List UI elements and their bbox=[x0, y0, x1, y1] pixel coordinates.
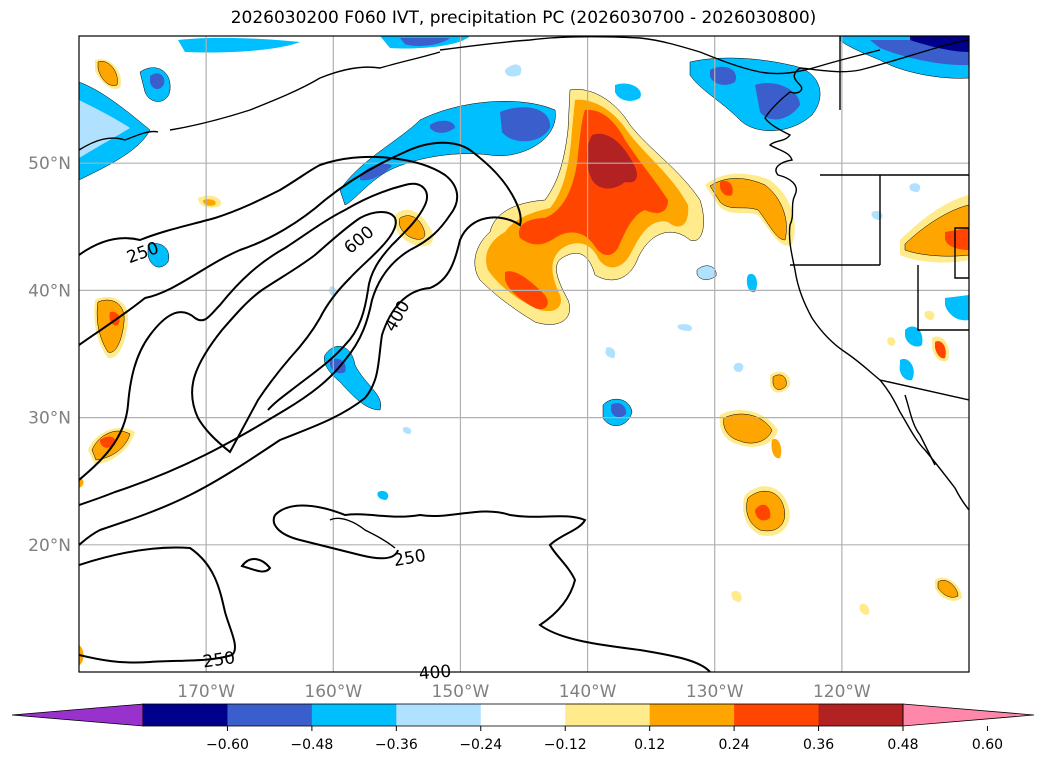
colorbar-segment bbox=[396, 704, 482, 726]
us-west-coastline bbox=[764, 39, 969, 511]
ivt-contour-250-hawaii bbox=[272, 514, 399, 560]
colorbar-tick-label: 0.24 bbox=[719, 737, 750, 753]
ivt-contour-600-inner bbox=[191, 211, 397, 454]
gridlines bbox=[79, 36, 969, 672]
alaska-southern-coast bbox=[439, 36, 881, 75]
lon-tick-label: 130°W bbox=[686, 682, 744, 702]
baja-california-coast bbox=[904, 394, 936, 466]
ivt-contour-small bbox=[240, 558, 272, 573]
lat-tick-label: 30°N bbox=[28, 409, 71, 429]
colorbar-segment bbox=[480, 704, 566, 726]
colorbar-segment bbox=[734, 704, 820, 726]
contour-label: 400 bbox=[418, 662, 452, 685]
lon-tick-label: 120°W bbox=[813, 682, 871, 702]
longitude-labels: 170°W 160°W 150°W 140°W 130°W 120°W bbox=[177, 682, 871, 702]
colorbar: −0.60 −0.48 −0.36 −0.24 −0.12 0.12 0.24 0.36 0.4… bbox=[11, 703, 1035, 753]
map-frame bbox=[78, 35, 970, 673]
colorbar-tick-label: −0.48 bbox=[290, 737, 333, 753]
contour-label: 250 bbox=[202, 648, 237, 672]
aleutian-chain bbox=[169, 51, 441, 131]
negative-anomaly-areas bbox=[79, 36, 969, 500]
lon-tick-label: 140°W bbox=[559, 682, 617, 702]
lat-tick-label: 40°N bbox=[28, 281, 71, 301]
ivt-contour-250-south bbox=[274, 504, 711, 672]
hawaiian-islands bbox=[329, 517, 396, 549]
lon-tick-label: 160°W bbox=[304, 682, 362, 702]
lon-tick-label: 150°W bbox=[432, 682, 490, 702]
colorbar-segment bbox=[227, 704, 313, 726]
colorbar-segment bbox=[818, 704, 904, 726]
colorbar-frame bbox=[142, 703, 904, 727]
nevada-border bbox=[917, 265, 969, 331]
aleutian-islands bbox=[79, 130, 159, 151]
colorbar-segment bbox=[565, 704, 651, 726]
colorbar-tick-label: −0.24 bbox=[459, 737, 502, 753]
ivt-contour-400 bbox=[79, 155, 459, 506]
colorbar-tick-label: −0.36 bbox=[375, 737, 418, 753]
colorbar-tick-label: 0.12 bbox=[634, 737, 665, 753]
ivt-contour-250-north bbox=[79, 141, 522, 546]
colorbar-segment bbox=[649, 704, 735, 726]
ivt-contour-600 bbox=[79, 182, 428, 481]
ivt-contours bbox=[79, 141, 711, 672]
colorbar-segment bbox=[311, 704, 397, 726]
coastlines bbox=[79, 36, 969, 549]
lat-tick-label: 20°N bbox=[28, 536, 71, 556]
lat-tick-label: 50°N bbox=[28, 154, 71, 174]
colorbar-tick-label: 0.60 bbox=[972, 737, 1003, 753]
utah-border bbox=[954, 227, 969, 279]
colorbar-tick-label: −0.60 bbox=[206, 737, 249, 753]
colorbar-tick-label: −0.12 bbox=[544, 737, 587, 753]
colorbar-tick-label: 0.36 bbox=[803, 737, 834, 753]
colorbar-segment bbox=[143, 704, 228, 726]
ivt-contour-250-southwest bbox=[79, 546, 236, 664]
chart-title: 2026030200 F060 IVT, precipitation PC (2… bbox=[230, 8, 817, 28]
precip-shading bbox=[79, 36, 969, 666]
colorbar-extend-low bbox=[11, 703, 144, 727]
colorbar-extend-high bbox=[902, 703, 1035, 727]
latitude-labels: 50°N 40°N 30°N 20°N bbox=[28, 154, 71, 556]
lon-tick-label: 170°W bbox=[177, 682, 235, 702]
colorbar-tick-label: 0.48 bbox=[887, 737, 918, 753]
us-mexico-border bbox=[879, 379, 969, 401]
